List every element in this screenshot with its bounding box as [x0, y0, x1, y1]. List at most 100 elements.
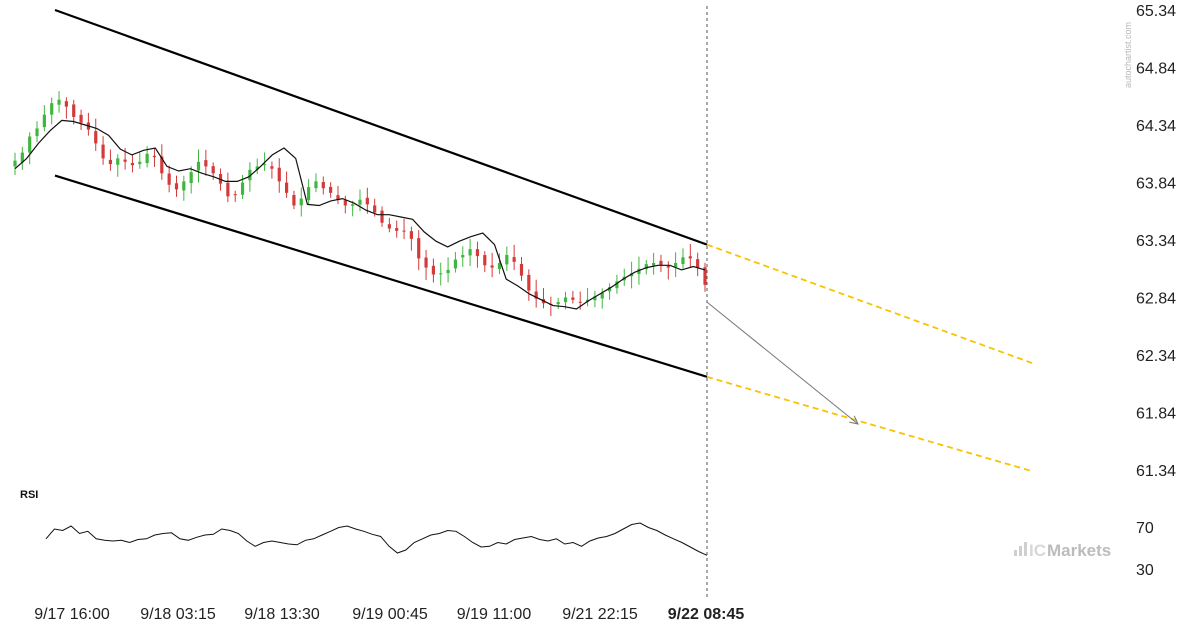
candle-body	[160, 156, 164, 174]
candle-body	[446, 269, 450, 274]
candle-body	[321, 182, 325, 189]
candle-body	[483, 255, 487, 266]
candle-body	[50, 103, 54, 115]
candle-body	[519, 263, 524, 276]
candle-body	[270, 166, 274, 169]
candle-body	[152, 155, 157, 158]
candle-body	[644, 264, 648, 270]
candle-body	[299, 198, 303, 206]
channel-upper-line	[54, 8, 708, 246]
candle-body	[174, 183, 179, 190]
forecast-arrowhead	[849, 415, 859, 425]
candle-body	[563, 297, 568, 303]
forecast-arrow-line	[706, 301, 859, 425]
candle-body	[20, 152, 24, 163]
candle-body	[387, 224, 391, 229]
candle-body	[336, 195, 340, 200]
candle-body	[365, 197, 369, 205]
candle-body	[600, 292, 604, 299]
y-tick-label: 62.84	[1136, 291, 1176, 308]
candle-body	[534, 291, 538, 299]
y-tick-label: 63.34	[1136, 233, 1176, 250]
candle-body	[226, 182, 230, 197]
candle-body	[211, 166, 215, 174]
candle-body	[681, 257, 685, 265]
candle-body	[292, 194, 296, 206]
x-tick-label: 9/18 13:30	[244, 606, 320, 623]
rsi-label: RSI	[20, 489, 38, 501]
candle-body	[637, 268, 641, 274]
candle-body	[505, 254, 509, 265]
candle-body	[578, 301, 582, 303]
y-tick-label: 65.34	[1136, 3, 1176, 20]
moving-average-line	[14, 119, 706, 310]
candle-body	[674, 263, 678, 268]
candle-body	[666, 266, 670, 268]
candle-body	[116, 158, 120, 165]
candle-body	[351, 204, 355, 206]
candle-body	[468, 249, 472, 256]
candle-body	[255, 166, 259, 170]
candle-body	[571, 297, 575, 300]
y-tick-label: 64.84	[1136, 61, 1176, 78]
candle-body	[57, 99, 61, 105]
candle-body	[189, 172, 193, 184]
candle-body	[607, 287, 612, 292]
x-tick-label-current: 9/22 08:45	[668, 606, 745, 623]
candle-body	[167, 173, 171, 185]
channel-layer	[54, 8, 1033, 473]
candle-body	[42, 114, 46, 128]
candle-body	[101, 144, 105, 159]
rsi-level-label: 70	[1136, 520, 1154, 537]
candle-body	[556, 302, 560, 305]
rsi-line	[45, 522, 708, 556]
brand-bar-1	[1014, 550, 1017, 556]
candle-body	[329, 186, 333, 193]
candle-body	[395, 228, 399, 231]
candle-body	[130, 163, 135, 166]
x-tick-label: 9/19 11:00	[457, 606, 532, 623]
candle-body	[13, 160, 17, 167]
axes: 65.34 64.84 64.34 63.84 63.34 62.84 62.34 61.84…	[34, 3, 1176, 623]
rsi-level-label: 30	[1136, 562, 1154, 579]
candle-body	[28, 136, 32, 153]
candle-body	[490, 265, 494, 268]
x-tick-label: 9/17 16:00	[34, 606, 110, 623]
x-tick-label: 9/19 00:45	[352, 606, 428, 623]
candle-body	[417, 238, 421, 259]
channel-upper-projection	[706, 243, 1033, 364]
watermark-vertical: autochartist.com	[1123, 22, 1133, 88]
candle-body	[512, 257, 516, 262]
candle-body	[409, 231, 413, 239]
candle-body	[424, 257, 428, 268]
y-tick-label: 63.84	[1136, 176, 1176, 193]
moving-average	[14, 119, 706, 310]
candle-body	[373, 205, 377, 213]
y-tick-label: 64.34	[1136, 118, 1176, 135]
candles	[13, 91, 707, 317]
candle-body	[527, 274, 531, 291]
brand-bar-2	[1019, 546, 1022, 556]
candle-body	[652, 263, 656, 266]
candle-body	[453, 259, 458, 269]
x-tick-label: 9/18 03:15	[140, 606, 216, 623]
candle-body	[696, 259, 700, 268]
brand-bar-3	[1024, 542, 1027, 556]
candle-body	[284, 182, 289, 193]
candle-body	[123, 159, 127, 162]
candle-body	[72, 104, 76, 117]
candle-body	[688, 256, 692, 259]
candle-body	[380, 210, 384, 223]
candle-body	[402, 230, 406, 232]
candle-body	[431, 265, 436, 275]
brand-logo-markets: Markets	[1047, 541, 1111, 560]
candle-body	[240, 182, 245, 195]
candle-body	[314, 181, 318, 189]
candle-body	[703, 267, 707, 285]
candle-body	[196, 161, 201, 171]
brand-logo-ic: IC	[1029, 541, 1046, 560]
candle-body	[343, 200, 347, 206]
candle-body	[358, 199, 362, 205]
